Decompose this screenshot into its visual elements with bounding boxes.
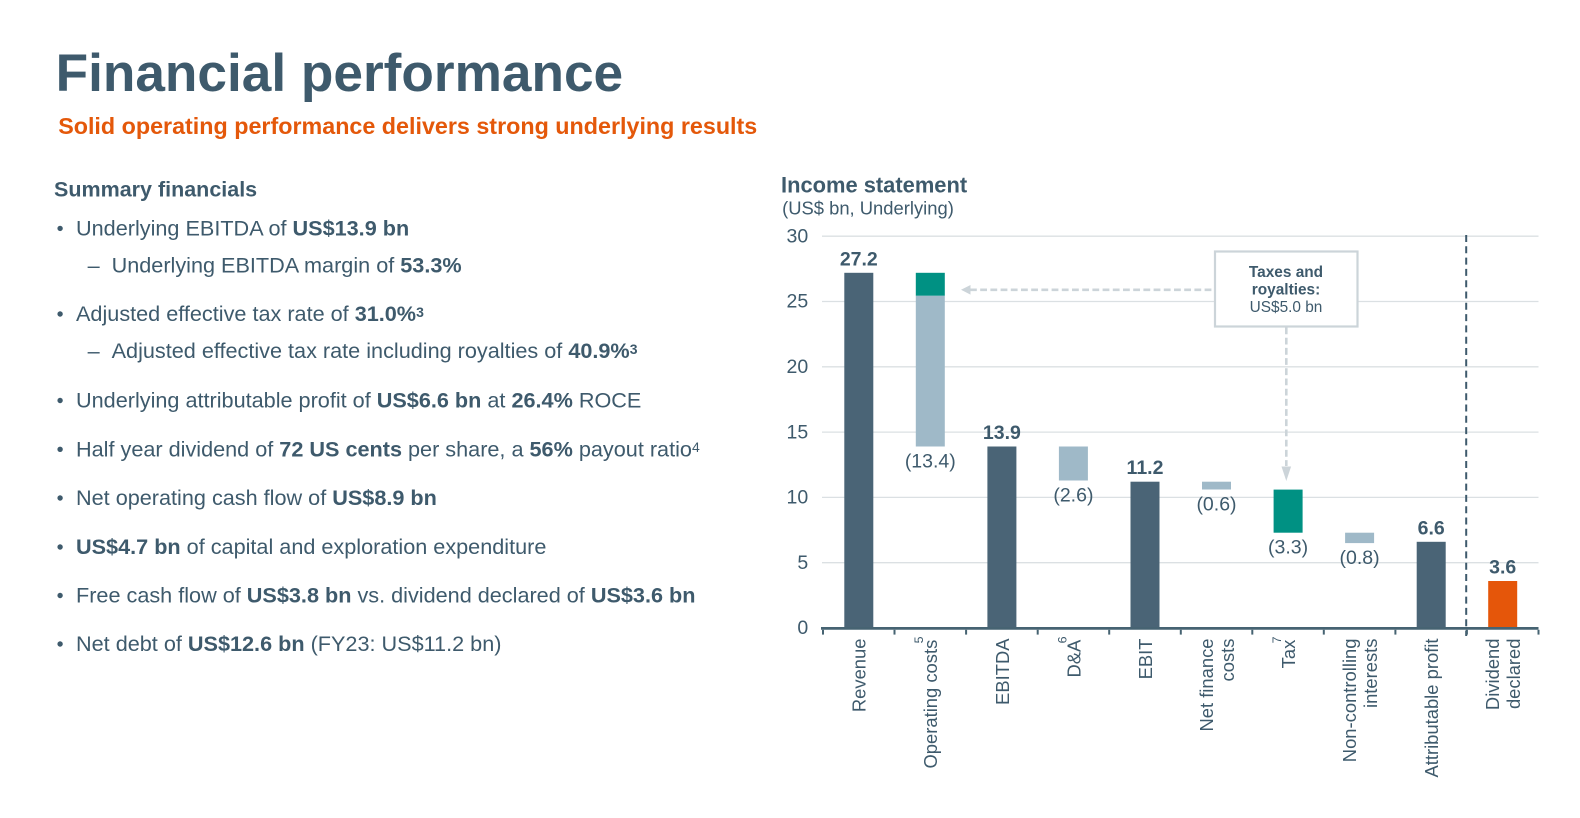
svg-text:–: –	[88, 338, 101, 363]
svg-text:Net finance: Net finance	[1196, 639, 1217, 732]
svg-text:15: 15	[786, 421, 808, 443]
svg-text:27.2: 27.2	[840, 248, 878, 270]
svg-text:25: 25	[786, 291, 808, 313]
svg-text:7: 7	[1270, 636, 1284, 643]
svg-text:Underlying EBITDA of US$13.9 b: Underlying EBITDA of US$13.9 bn	[76, 215, 409, 240]
svg-text:30: 30	[786, 225, 808, 247]
svg-text:11.2: 11.2	[1127, 457, 1164, 479]
svg-text:Solid operating performance de: Solid operating performance delivers str…	[58, 113, 757, 139]
svg-text:D&A: D&A	[1063, 639, 1084, 678]
svg-text:declared: declared	[1503, 639, 1524, 710]
svg-text:(0.8): (0.8)	[1340, 547, 1380, 569]
svg-text:Taxes and: Taxes and	[1249, 264, 1323, 281]
svg-text:(13.4): (13.4)	[905, 451, 956, 473]
svg-text:US$5.0 bn: US$5.0 bn	[1250, 299, 1323, 316]
svg-text:(0.6): (0.6)	[1196, 494, 1236, 516]
svg-text:10: 10	[786, 487, 808, 509]
svg-text:5: 5	[797, 552, 808, 574]
svg-text:13.9: 13.9	[983, 422, 1021, 444]
svg-text:royalties:: royalties:	[1252, 282, 1320, 299]
svg-text:3.6: 3.6	[1489, 557, 1516, 579]
svg-text:Adjusted effective tax rate of: Adjusted effective tax rate of 31.0%3	[76, 301, 424, 326]
svg-text:Attributable profit: Attributable profit	[1421, 639, 1442, 778]
svg-text:Income statement: Income statement	[781, 172, 968, 197]
svg-text:(US$ bn, Underlying): (US$ bn, Underlying)	[782, 198, 954, 219]
svg-text:Free cash flow of US$3.8 bn vs: Free cash flow of US$3.8 bn vs. dividend…	[76, 583, 695, 608]
svg-text:Dividend: Dividend	[1482, 639, 1503, 711]
svg-text:6: 6	[1055, 636, 1069, 643]
svg-text:–: –	[88, 253, 101, 278]
svg-text:Underlying EBITDA margin of 53: Underlying EBITDA margin of 53.3%	[112, 253, 462, 278]
svg-text:costs: costs	[1217, 639, 1238, 682]
svg-text:6.6: 6.6	[1418, 517, 1445, 539]
svg-text:(2.6): (2.6)	[1053, 484, 1093, 506]
svg-text:Net debt of US$12.6 bn (FY23:: Net debt of US$12.6 bn (FY23: US$11.2 bn…	[76, 631, 501, 656]
svg-text:Adjusted effective tax rate in: Adjusted effective tax rate including ro…	[112, 338, 638, 363]
svg-text:Net operating cash flow of US$: Net operating cash flow of US$8.9 bn	[76, 485, 437, 510]
svg-text:Underlying attributable profit: Underlying attributable profit of US$6.6…	[76, 388, 641, 413]
svg-text:interests: interests	[1360, 639, 1381, 709]
svg-text:0: 0	[797, 617, 808, 639]
svg-text:Tax: Tax	[1278, 640, 1299, 669]
svg-text:EBIT: EBIT	[1135, 639, 1156, 680]
svg-text:EBITDA: EBITDA	[992, 638, 1013, 705]
svg-text:Non-controlling: Non-controlling	[1339, 639, 1360, 763]
svg-text:Operating costs: Operating costs	[920, 640, 941, 769]
svg-text:20: 20	[786, 356, 808, 378]
svg-text:5: 5	[912, 636, 926, 643]
svg-text:Summary financials: Summary financials	[54, 177, 257, 201]
svg-text:(3.3): (3.3)	[1268, 537, 1308, 559]
svg-text:Financial performance: Financial performance	[56, 44, 624, 103]
svg-text:Half year dividend of 72 US ce: Half year dividend of 72 US cents per sh…	[76, 436, 700, 461]
svg-text:Revenue: Revenue	[849, 639, 870, 713]
svg-text:US$4.7 bn of capital and explo: US$4.7 bn of capital and exploration exp…	[76, 534, 546, 559]
